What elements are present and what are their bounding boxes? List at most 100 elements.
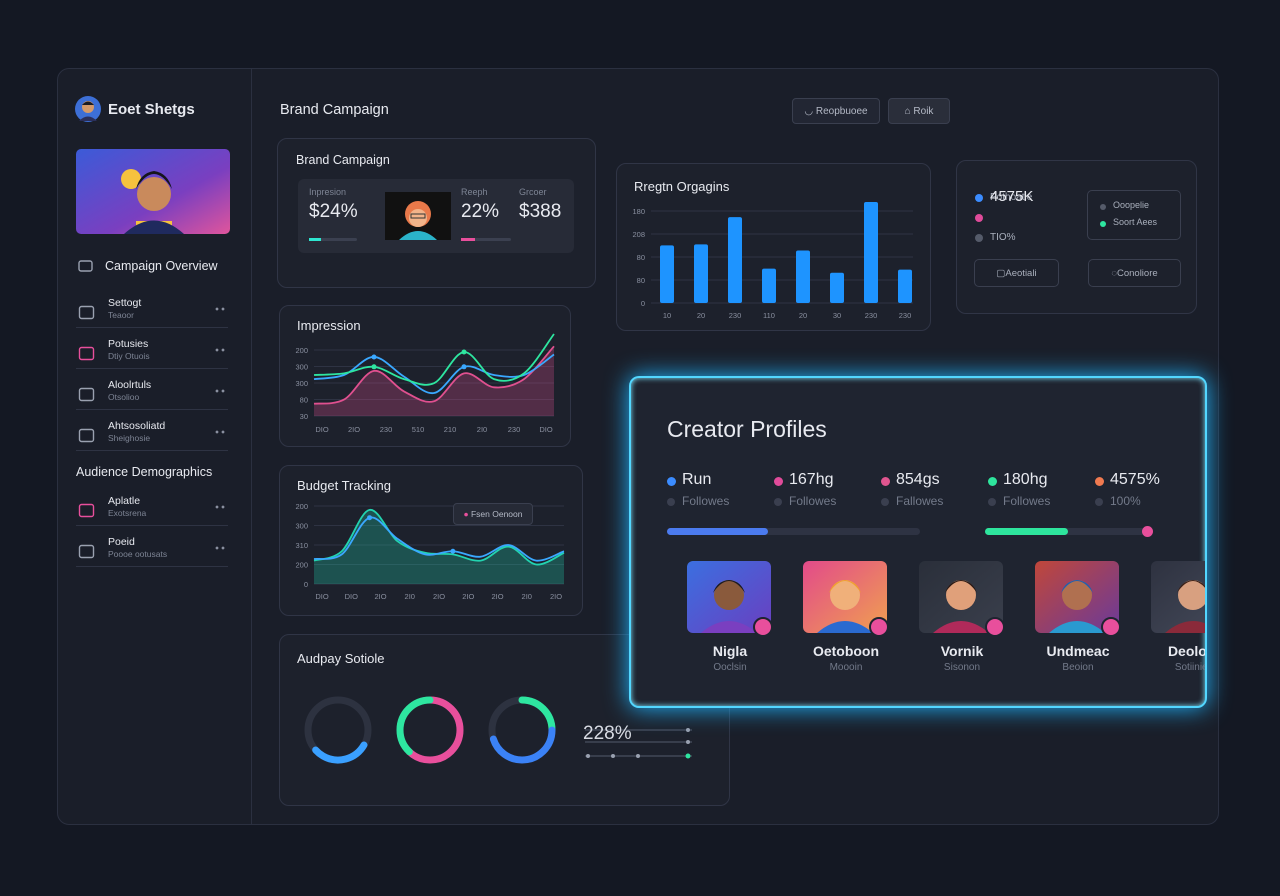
x-tick-label: 230 xyxy=(899,311,912,320)
avatar-body xyxy=(1165,621,1205,633)
area xyxy=(314,346,554,416)
progress-track xyxy=(985,528,1150,535)
x-tick-label: 2IO xyxy=(374,592,386,601)
row-divider xyxy=(76,525,228,526)
header-button[interactable]: ◡ Reopbuoee xyxy=(792,98,880,124)
brand-avatar xyxy=(385,192,451,240)
header-title: Brand Campaign xyxy=(280,102,389,118)
y-tick-label: 200 xyxy=(295,502,308,511)
avatar-badge xyxy=(1101,617,1121,637)
point xyxy=(461,364,467,370)
x-tick-label: 2IO xyxy=(462,592,474,601)
stat-label: Fallowes xyxy=(896,494,944,508)
row-divider xyxy=(76,327,228,328)
budget-chart: 200 300 310 200 0 DIO DIO 2IO 2I0 2IO 2IO 2IO 2I0 2IO xyxy=(295,502,565,601)
progress-fill xyxy=(667,528,769,535)
stat-label: Followes xyxy=(789,494,837,508)
creator-avatar xyxy=(1035,561,1121,637)
callout: ● Fsen Oenoon xyxy=(453,503,533,525)
avatar-hair xyxy=(1061,580,1093,593)
stat-label: Inpresion xyxy=(309,187,347,197)
bar xyxy=(864,202,878,303)
card-title: Budget Tracking xyxy=(297,478,391,493)
bar xyxy=(830,272,844,303)
y-tick-label: 0 xyxy=(304,580,308,589)
area xyxy=(314,509,564,584)
audience-value: 228% xyxy=(583,723,632,744)
x-tick-label: DIO xyxy=(345,592,359,601)
brand-card: Brand Campaign Inpresion $24% Reeph 22% … xyxy=(277,138,596,288)
creator-avatar xyxy=(803,561,889,637)
stat-dot xyxy=(774,498,782,506)
point xyxy=(367,515,373,521)
creator-sub: Sotiiniea xyxy=(1174,662,1205,673)
creator-avatar xyxy=(1151,561,1205,633)
row-menu[interactable] xyxy=(214,430,226,434)
stat-label: Grcoer xyxy=(519,187,547,197)
row-title: Settogt xyxy=(108,297,142,309)
x-tick-label: 230 xyxy=(865,311,878,320)
line xyxy=(313,345,555,405)
stat-dot xyxy=(988,498,996,506)
impression-card: Impression 200 300 300 80 30 DIO 2IO 230 510 210 2… xyxy=(279,305,571,447)
y-tick-label: 0 xyxy=(641,299,645,308)
summary-card xyxy=(956,160,1197,314)
row-title: Aplatle xyxy=(108,495,141,507)
row-menu[interactable] xyxy=(214,307,226,311)
bar xyxy=(728,217,742,303)
x-tick-label: 2I0 xyxy=(477,425,487,434)
creator-name: Undmeac xyxy=(1046,643,1110,659)
progress-track xyxy=(667,528,920,535)
legend-label: TIO% xyxy=(990,232,1016,243)
stat-dot xyxy=(1095,498,1103,506)
stat-label: 100% xyxy=(1110,494,1141,508)
row-menu[interactable] xyxy=(214,348,226,352)
x-tick-label: 2IO xyxy=(491,592,503,601)
x-tick-label: 2IO xyxy=(550,592,562,601)
legend-dot xyxy=(975,234,983,242)
row-menu[interactable] xyxy=(214,389,226,393)
row-menu[interactable] xyxy=(214,546,226,550)
line xyxy=(313,516,565,562)
y-tick-label: 200 xyxy=(295,346,308,355)
row-sub: Sheighosie xyxy=(108,433,151,443)
row-icon xyxy=(78,544,95,559)
stat-value: 22% xyxy=(461,201,500,222)
creator-name: Nigla xyxy=(712,643,748,659)
stat-value: 167hg xyxy=(789,471,834,488)
bar xyxy=(660,245,674,303)
row-title: Aloolrtuls xyxy=(108,379,152,391)
x-tick-label: 20 xyxy=(697,311,705,320)
x-tick-label: 2IO xyxy=(348,425,360,434)
row-menu[interactable] xyxy=(214,505,226,509)
stat-label: Reeph xyxy=(461,187,488,197)
y-tick-label: 200 xyxy=(295,561,308,570)
avatar-head xyxy=(1062,580,1092,610)
point xyxy=(371,364,377,370)
summary-button[interactable]: ▢ Aeotiali xyxy=(974,259,1059,287)
row-icon xyxy=(78,428,95,443)
line xyxy=(313,353,555,394)
stat-bar xyxy=(461,238,511,241)
icon-shape xyxy=(78,544,95,559)
header-button[interactable]: ⌂ Roik xyxy=(888,98,950,124)
creator-card: Creator Profiles Run Followes 167hg Followe… xyxy=(629,376,1207,708)
chip-dot xyxy=(1100,204,1106,210)
x-tick-label: 110 xyxy=(763,311,775,320)
y-tick-label: 180 xyxy=(632,207,645,216)
avatar-body xyxy=(933,621,989,633)
row-divider xyxy=(76,450,228,451)
summary-button[interactable]: ◌ Conoliore xyxy=(1088,259,1181,287)
row-divider xyxy=(76,368,228,369)
bar-card: Rregtn Orgagins 180 208 80 80 0 10 20 230 110 20 3… xyxy=(616,163,931,331)
x-tick-label: 210 xyxy=(444,425,457,434)
demographics-title: Audience Demographics xyxy=(76,465,213,479)
row-sub: Poooe ootusats xyxy=(108,549,168,559)
row-title: Poeid xyxy=(108,536,135,548)
y-tick-label: 310 xyxy=(295,541,308,550)
x-tick-label: 230 xyxy=(508,425,521,434)
stat-dot xyxy=(988,477,997,486)
avatar-body xyxy=(817,621,873,633)
point xyxy=(461,349,467,355)
